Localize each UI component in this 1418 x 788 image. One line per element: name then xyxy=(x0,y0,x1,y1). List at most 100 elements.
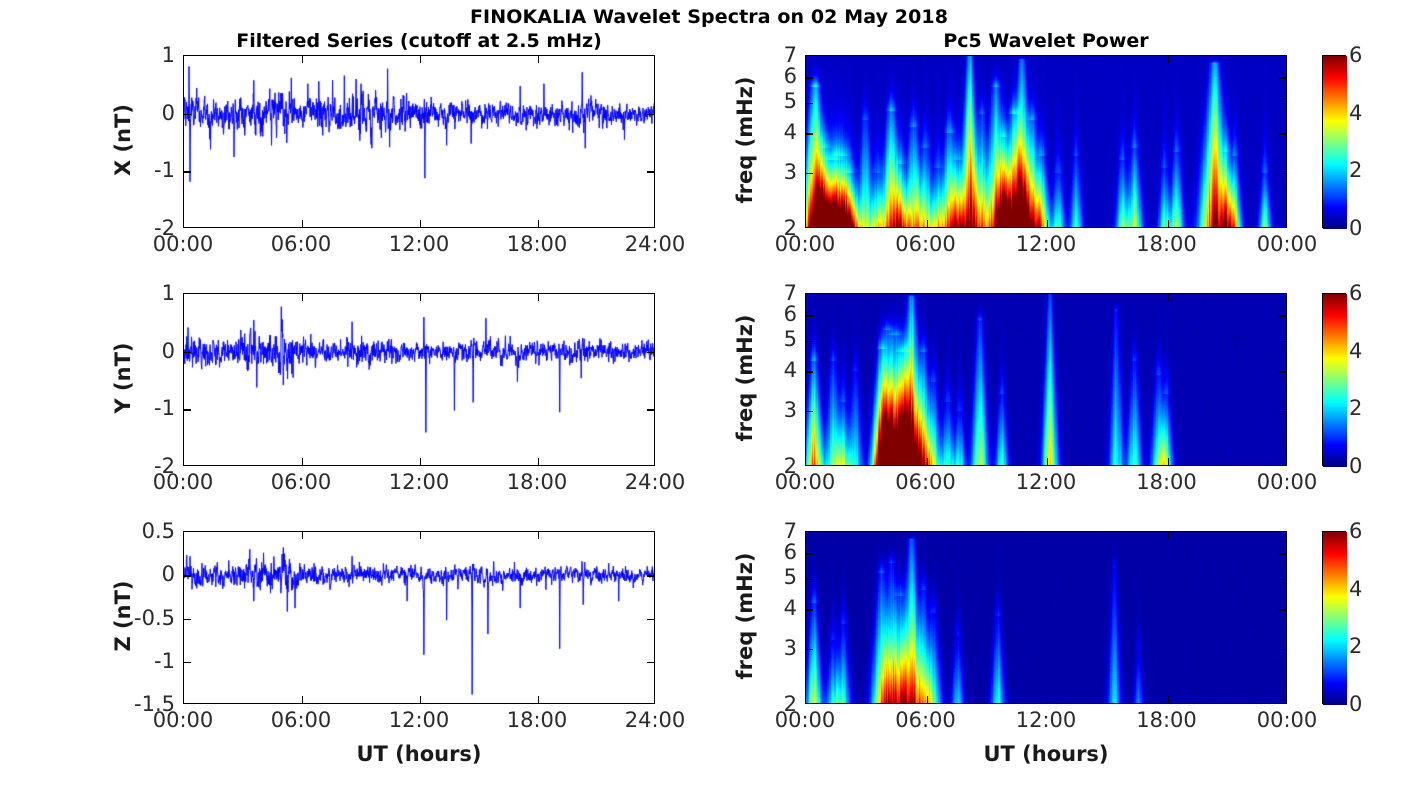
wavelet-power-image xyxy=(806,294,1286,465)
x-tick-label: 24:00 xyxy=(624,232,686,256)
axis-tick-x xyxy=(538,56,540,63)
axis-tick-x xyxy=(926,56,928,63)
colorbar-gradient xyxy=(1323,56,1347,229)
axis-tick-x xyxy=(302,56,304,63)
colorbar-tick-label: 0 xyxy=(1349,692,1363,716)
freq-tick-label: 5 xyxy=(783,89,797,114)
x-tick-label: 06:00 xyxy=(270,470,332,494)
axis-tick-x xyxy=(302,294,304,301)
colorbar-tick-label: 4 xyxy=(1349,338,1363,363)
timeseries-axes-y xyxy=(183,293,655,466)
x-tick-label: 00:00 xyxy=(1256,232,1318,256)
axis-tick-x xyxy=(1167,56,1169,63)
colorbar-tick-label: 6 xyxy=(1349,519,1363,543)
axis-tick-x xyxy=(302,696,304,703)
freq-tick-label: 5 xyxy=(783,565,797,590)
axis-tick-x xyxy=(926,458,928,465)
freq-tick-label: 3 xyxy=(783,636,797,660)
colorbar-tick-label: 2 xyxy=(1349,158,1363,183)
x-tick-label: 00:00 xyxy=(1256,470,1318,494)
axis-tick-x xyxy=(1047,696,1049,703)
axis-tick-y xyxy=(806,77,813,79)
freq-tick-label: 2 xyxy=(783,216,797,240)
y-tick-label: -2 xyxy=(154,216,175,240)
left-column-title: Filtered Series (cutoff at 2.5 mHz) xyxy=(236,30,602,52)
axis-tick-y xyxy=(806,315,813,317)
x-tick-label: 18:00 xyxy=(1136,470,1197,494)
x-tick-label: 12:00 xyxy=(388,708,450,732)
axis-tick-y xyxy=(184,113,191,115)
axis-tick-y xyxy=(184,409,191,411)
x-tick-label: 12:00 xyxy=(388,470,450,494)
y-tick-label: 0.5 xyxy=(141,519,175,543)
axis-tick-y xyxy=(806,340,813,342)
axis-tick-x xyxy=(1047,294,1049,301)
x-tick-label: 12:00 xyxy=(1015,708,1077,732)
right-column-title: Pc5 Wavelet Power xyxy=(943,30,1149,52)
x-tick-label: 12:00 xyxy=(1015,470,1077,494)
axis-tick-x xyxy=(302,458,304,465)
timeseries-trace xyxy=(184,294,654,465)
freq-tick-label: 3 xyxy=(783,398,797,422)
axis-tick-y xyxy=(806,371,813,373)
colorbar-tick-label: 0 xyxy=(1349,454,1363,478)
axis-tick-y xyxy=(806,609,813,611)
axis-tick-x xyxy=(538,294,540,301)
x-tick-label: 18:00 xyxy=(506,470,568,494)
freq-tick-label: 7 xyxy=(783,519,797,543)
axis-tick-y xyxy=(647,575,654,577)
freq-tick-label: 6 xyxy=(783,540,797,565)
axis-tick-y xyxy=(1279,77,1286,79)
timeseries-axes-z xyxy=(183,531,655,704)
x-tick-label: 12:00 xyxy=(1015,232,1077,256)
x-tick-label: 00:00 xyxy=(152,470,214,494)
axis-tick-y xyxy=(1279,340,1286,342)
axis-tick-y xyxy=(1279,553,1286,555)
colorbar-gradient xyxy=(1323,532,1347,705)
x-axis-label-left: UT (hours) xyxy=(356,742,482,766)
colorbar-tick-label: 4 xyxy=(1349,576,1363,601)
axis-tick-x xyxy=(926,220,928,227)
axis-tick-x xyxy=(1167,532,1169,539)
axis-tick-y xyxy=(647,113,654,115)
axis-tick-y xyxy=(806,578,813,580)
axis-label-freq: freq (mHz) xyxy=(733,76,757,203)
y-tick-label: 1 xyxy=(161,281,175,305)
axis-tick-x xyxy=(1167,220,1169,227)
freq-tick-label: 4 xyxy=(783,358,797,383)
axis-tick-y xyxy=(806,649,813,651)
axis-tick-y xyxy=(806,102,813,104)
axis-tick-x xyxy=(420,532,422,539)
x-tick-label: 06:00 xyxy=(895,232,956,256)
x-axis-label-right: UT (hours) xyxy=(983,742,1109,766)
axis-tick-x xyxy=(420,696,422,703)
axis-tick-y xyxy=(806,173,813,175)
colorbar-tick-label: 2 xyxy=(1349,634,1363,659)
axis-tick-y xyxy=(184,661,191,664)
axis-tick-x xyxy=(302,220,304,227)
axis-label-y: Y (nT) xyxy=(111,342,135,413)
x-tick-label: 00:00 xyxy=(152,708,214,732)
x-tick-label: 24:00 xyxy=(624,708,686,732)
axis-tick-x xyxy=(420,294,422,301)
axis-tick-x xyxy=(1047,532,1049,539)
x-tick-label: 06:00 xyxy=(895,470,956,494)
axis-tick-y xyxy=(1279,411,1286,413)
colorbar xyxy=(1322,531,1347,705)
y-tick-label: 1 xyxy=(161,43,175,67)
axis-tick-x xyxy=(1047,56,1049,63)
freq-tick-label: 4 xyxy=(783,120,797,145)
axis-tick-y xyxy=(806,133,813,135)
wavelet-power-image xyxy=(806,532,1286,703)
x-tick-label: 18:00 xyxy=(506,232,568,256)
timeseries-axes-x xyxy=(183,55,655,228)
axis-tick-x xyxy=(538,458,540,465)
y-tick-label: 0 xyxy=(161,338,175,363)
freq-tick-label: 7 xyxy=(783,281,797,305)
y-tick-label: -1 xyxy=(154,158,175,183)
freq-tick-label: 7 xyxy=(783,43,797,67)
axis-tick-x xyxy=(1047,220,1049,227)
freq-tick-label: 5 xyxy=(783,327,797,352)
axis-tick-y xyxy=(647,661,654,664)
